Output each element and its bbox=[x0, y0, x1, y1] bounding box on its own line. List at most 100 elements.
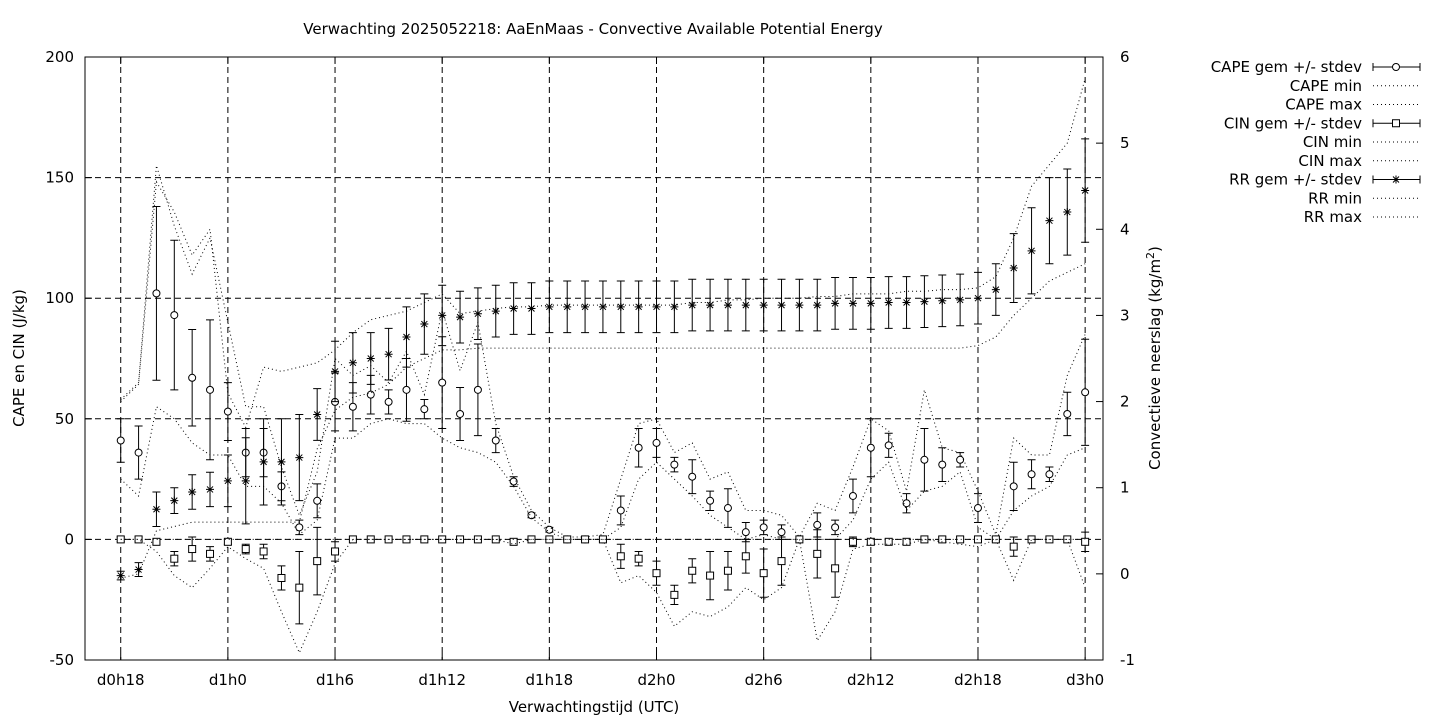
legend-marker bbox=[1392, 63, 1400, 71]
x-tick-label: d1h12 bbox=[418, 671, 466, 689]
cin-gem-stdev-point bbox=[1081, 537, 1090, 546]
cin-gem-stdev-point bbox=[831, 564, 840, 573]
rr-gem-stdev-point bbox=[384, 350, 393, 359]
x-axis-label: Verwachtingstijd (UTC) bbox=[509, 698, 680, 716]
cape-gem-stdev-point bbox=[706, 496, 715, 505]
x-tick-label: d2h12 bbox=[847, 671, 895, 689]
cape-gem-stdev-point bbox=[1045, 470, 1054, 479]
rr-gem-stdev-point bbox=[634, 302, 643, 311]
cape-gem-stdev-point bbox=[1009, 482, 1018, 491]
cape-gem-stdev-point bbox=[438, 378, 447, 387]
cape-gem-stdev-point bbox=[831, 523, 840, 532]
rr-gem-stdev-point bbox=[581, 302, 590, 311]
cape-gem-stdev-point bbox=[223, 407, 232, 416]
legend-label: CIN max bbox=[1298, 152, 1362, 170]
cape-gem-stdev-point bbox=[920, 455, 929, 464]
cape-min bbox=[120, 405, 1086, 541]
rr-gem-stdev-point bbox=[723, 301, 732, 310]
rr-gem-stdev-point bbox=[991, 285, 1000, 294]
cape-gem-stdev-point bbox=[420, 405, 429, 414]
cin-gem-stdev-point bbox=[223, 537, 232, 546]
cape-gem-stdev-point bbox=[402, 385, 411, 394]
rr-gem-stdev-point bbox=[223, 476, 232, 485]
series-layer bbox=[116, 78, 1090, 655]
rr-max bbox=[120, 78, 1086, 429]
y-tick-label: 200 bbox=[45, 48, 74, 66]
rr-gem-stdev-point bbox=[1081, 186, 1090, 195]
legend-label: CAPE min bbox=[1290, 77, 1362, 95]
rr-gem-stdev-point bbox=[831, 299, 840, 308]
cape-gem-stdev-point bbox=[1027, 470, 1036, 479]
y2-tick-label: 4 bbox=[1120, 220, 1130, 238]
y2-axis-label-end: ) bbox=[1146, 246, 1164, 252]
plot-frame bbox=[84, 56, 1104, 661]
rr-gem-stdev-point bbox=[652, 302, 661, 311]
cape-gem-stdev-point bbox=[188, 373, 197, 382]
rr-gem-stdev-point bbox=[670, 302, 679, 311]
rr-gem-stdev-point bbox=[1027, 246, 1036, 255]
cin-gem-stdev-point bbox=[277, 573, 286, 582]
x-tick-label: d1h6 bbox=[316, 671, 354, 689]
cin-gem-stdev-point bbox=[759, 569, 768, 578]
cin-gem-stdev-point bbox=[1027, 535, 1036, 544]
rr-gem-stdev-point bbox=[563, 302, 572, 311]
cape-gem-stdev-point bbox=[473, 385, 482, 394]
legend-label: CIN min bbox=[1303, 133, 1362, 151]
rr-gem-stdev-point bbox=[134, 565, 143, 574]
cin-gem-stdev-point bbox=[206, 549, 215, 558]
cin-gem-stdev-point bbox=[616, 552, 625, 561]
rr-gem-stdev-point bbox=[188, 488, 197, 497]
cin-gem-stdev-point bbox=[813, 549, 822, 558]
cape-gem-stdev-point bbox=[616, 506, 625, 515]
cin-min bbox=[120, 537, 1086, 655]
rr-gem-stdev-point bbox=[259, 457, 268, 466]
rr-gem-stdev-point bbox=[938, 296, 947, 305]
cape-gem-stdev-point bbox=[456, 409, 465, 418]
legend-label: CAPE gem +/- stdev bbox=[1211, 58, 1362, 76]
cin-gem-stdev-point bbox=[134, 535, 143, 544]
cape-gem-stdev-point bbox=[366, 390, 375, 399]
cape-gem-stdev-point bbox=[741, 528, 750, 537]
cin-gem-stdev-point bbox=[848, 537, 857, 546]
x-tick-label: d1h0 bbox=[209, 671, 247, 689]
cape-gem-stdev-point bbox=[813, 520, 822, 529]
rr-gem-stdev-point bbox=[884, 298, 893, 307]
cape-gem-stdev-point bbox=[634, 443, 643, 452]
rr-gem-stdev-point bbox=[598, 302, 607, 311]
cape-gem-stdev-point bbox=[670, 460, 679, 469]
y2-axis-label-sup: 2 bbox=[1144, 252, 1157, 259]
rr-gem-stdev-point bbox=[116, 571, 125, 580]
cape-gem-stdev-point bbox=[313, 496, 322, 505]
cape-gem-stdev-point bbox=[384, 397, 393, 406]
cape-gem-stdev-point bbox=[491, 436, 500, 445]
rr-gem-stdev-point bbox=[920, 297, 929, 306]
cin-gem-stdev-point bbox=[777, 557, 786, 566]
cin-gem-stdev-point bbox=[920, 535, 929, 544]
cin-gem-stdev-point bbox=[402, 535, 411, 544]
cape-gem-stdev-point bbox=[152, 289, 161, 298]
y2-tick-label: 0 bbox=[1120, 565, 1130, 583]
cin-gem-stdev-point bbox=[795, 535, 804, 544]
rr-gem-stdev-point bbox=[956, 295, 965, 304]
rr-gem-stdev-point bbox=[1063, 208, 1072, 217]
rr-gem-stdev-point bbox=[491, 307, 500, 316]
cin-gem-stdev-point bbox=[688, 566, 697, 575]
rr-gem-stdev-point bbox=[348, 358, 357, 367]
tick-layer: d0h18 d1h0 d1h6 d1h12 d1h18 d2h0 d2h6 d2h12 d2h1… bbox=[45, 48, 1135, 689]
x-tick-label: d0h18 bbox=[97, 671, 145, 689]
cin-gem-stdev-point bbox=[652, 569, 661, 578]
cin-gem-stdev-point bbox=[956, 535, 965, 544]
rr-min bbox=[120, 263, 1086, 579]
cin-gem-stdev-point bbox=[938, 535, 947, 544]
cin-gem-stdev-point bbox=[741, 552, 750, 561]
cin-gem-stdev-point bbox=[1063, 535, 1072, 544]
y2-axis-label: Convectieve neerslag (kg/m2) bbox=[1144, 246, 1164, 470]
rr-gem-stdev-point bbox=[545, 302, 554, 311]
rr-gem-stdev-point bbox=[688, 301, 697, 310]
cin-gem-stdev-point bbox=[902, 537, 911, 546]
cape-gem-stdev-point bbox=[134, 448, 143, 457]
y2-tick-label: 1 bbox=[1120, 479, 1130, 497]
cape-gem-stdev-point bbox=[973, 504, 982, 513]
